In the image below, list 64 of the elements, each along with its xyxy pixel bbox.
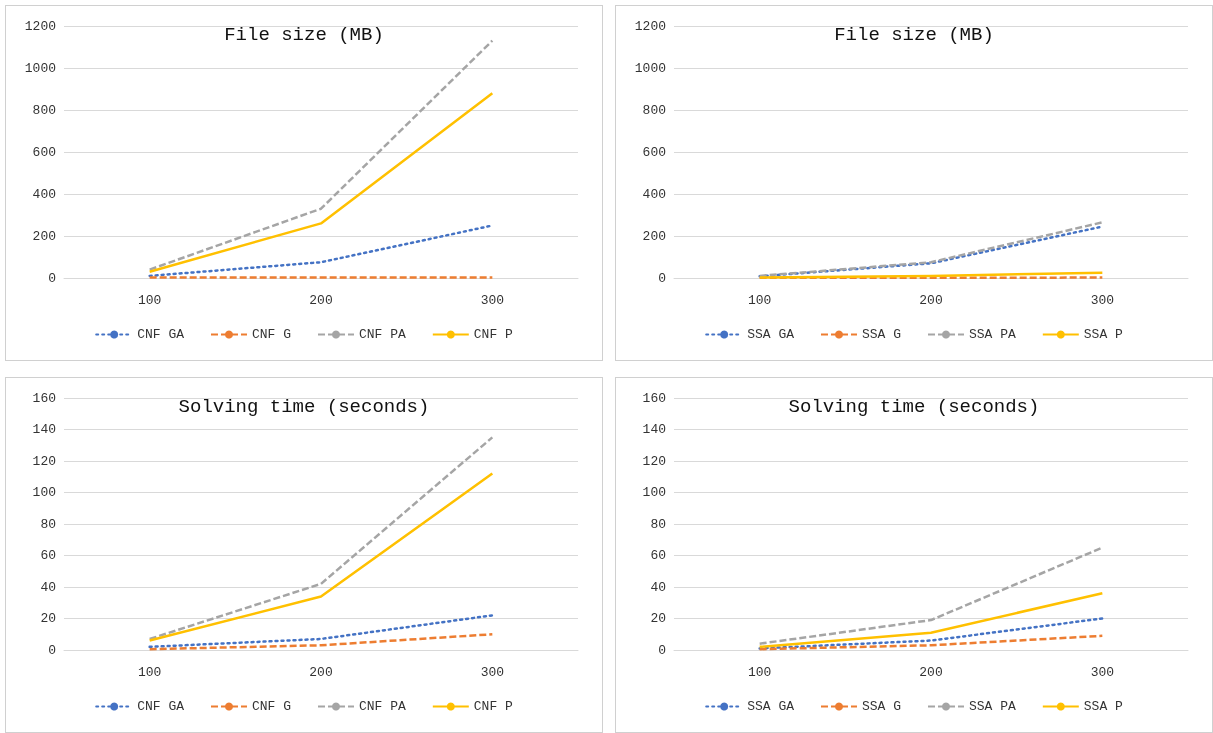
x-tick-label: 200 — [309, 665, 333, 680]
y-tick-label: 160 — [32, 390, 56, 406]
x-tick-label: 300 — [480, 293, 505, 308]
legend-label: CNF GA — [137, 327, 185, 342]
x-tick-label: 200 — [309, 293, 333, 308]
y-tick-label: 800 — [642, 102, 666, 118]
legend-label: SSA GA — [747, 699, 795, 714]
legend-label: CNF G — [251, 699, 292, 714]
chart-title: File size (MB) — [224, 23, 384, 46]
y-tick-label: 0 — [658, 270, 666, 286]
y-tick-label: 400 — [642, 186, 666, 202]
x-tick-label: 300 — [1090, 665, 1115, 680]
y-tick-label: 0 — [658, 642, 666, 658]
y-tick-label: 40 — [650, 579, 666, 595]
y-tick-label: 0 — [48, 642, 56, 658]
legend-label: CNF PA — [359, 327, 407, 342]
x-tick-label: 100 — [137, 665, 162, 680]
y-tick-label: 800 — [32, 102, 56, 118]
y-tick-label: 140 — [32, 422, 56, 437]
x-tick-label: 100 — [747, 665, 772, 680]
legend-label: SSA P — [1083, 699, 1124, 714]
y-tick-label: 60 — [650, 548, 666, 563]
legend-label: CNF G — [251, 327, 292, 342]
x-tick-label: 300 — [1090, 293, 1115, 308]
y-tick-label: 80 — [650, 516, 666, 532]
legend-label: SSA G — [861, 699, 902, 714]
x-tick-label: 200 — [919, 293, 943, 308]
y-tick-label: 140 — [642, 422, 666, 437]
x-tick-label: 100 — [747, 293, 772, 308]
y-tick-label: 100 — [642, 485, 666, 500]
y-tick-label: 1200 — [24, 18, 56, 34]
legend-label: SSA P — [1083, 327, 1124, 342]
legend-label: SSA PA — [969, 327, 1017, 342]
y-tick-label: 100 — [32, 485, 56, 500]
x-tick-label: 100 — [137, 293, 162, 308]
legend-label: CNF P — [473, 327, 514, 342]
legend-label: SSA GA — [747, 327, 795, 342]
y-tick-label: 1000 — [24, 60, 56, 76]
x-tick-label: 200 — [919, 665, 943, 680]
y-tick-label: 60 — [40, 548, 56, 563]
y-tick-label: 200 — [32, 228, 56, 244]
y-tick-label: 600 — [642, 144, 666, 160]
y-tick-label: 200 — [642, 228, 666, 244]
y-tick-label: 20 — [650, 611, 666, 626]
y-tick-label: 160 — [642, 390, 666, 406]
chart-title: File size (MB) — [834, 23, 994, 46]
y-tick-label: 400 — [32, 186, 56, 202]
chart-title: Solving time (seconds) — [178, 395, 430, 418]
y-tick-label: 120 — [642, 453, 666, 469]
y-tick-label: 20 — [40, 611, 56, 626]
legend-label: CNF PA — [359, 699, 407, 714]
y-tick-label: 120 — [32, 453, 56, 469]
chart-title: Solving time (seconds) — [788, 395, 1040, 418]
legend-label: CNF P — [473, 699, 514, 714]
legend-label: SSA PA — [969, 699, 1017, 714]
x-tick-label: 300 — [480, 665, 505, 680]
y-tick-label: 600 — [32, 144, 56, 160]
legend-label: CNF GA — [137, 699, 185, 714]
y-tick-label: 0 — [48, 270, 56, 286]
y-tick-label: 1200 — [634, 18, 666, 34]
y-tick-label: 80 — [40, 516, 56, 532]
y-tick-label: 1000 — [634, 60, 666, 76]
legend-label: SSA G — [861, 327, 902, 342]
y-tick-label: 40 — [40, 579, 56, 595]
